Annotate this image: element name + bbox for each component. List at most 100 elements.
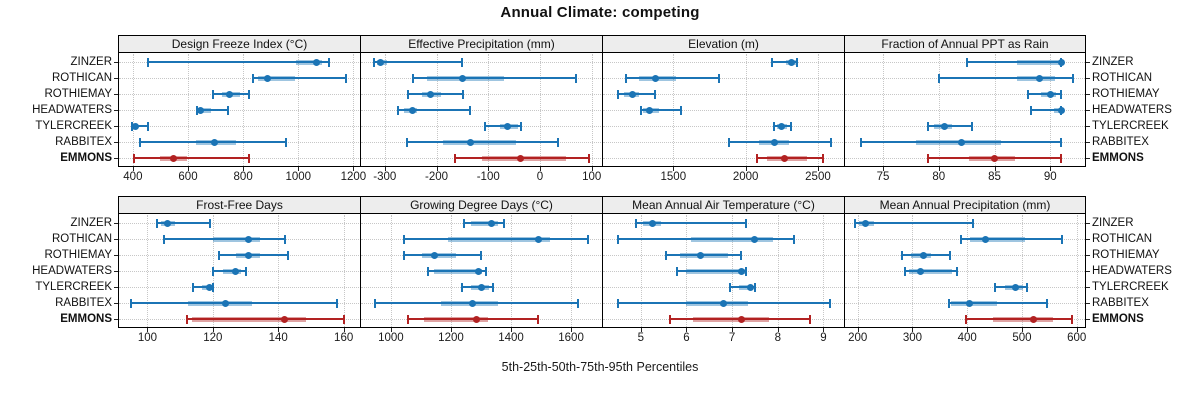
median-dot-rothiemay (919, 251, 927, 259)
whisker-cap-low (130, 121, 133, 131)
x-axis-tick-label: 6 (683, 332, 690, 344)
median-dot-headwaters (409, 106, 417, 114)
row-guide-line (119, 126, 359, 127)
site-label-left-tylercreek: TYLERCREEK (35, 119, 112, 132)
whisker-cap-high (795, 57, 798, 67)
whisker-cap-low (960, 234, 963, 244)
whisker-cap-high (247, 89, 250, 99)
median-dot-zinzer (312, 58, 320, 66)
site-label-left-zinzer: ZINZER (70, 55, 112, 68)
median-dot-emmons (281, 315, 289, 323)
whisker-cap-low (1030, 105, 1033, 115)
whisker-cap-high (717, 73, 720, 83)
panel-strip-fraction-of-annual-ppt-as-rain: Fraction of Annual PPT as Rain (844, 35, 1086, 53)
x-axis-tick-label: 140 (268, 332, 288, 344)
x-axis-tick-label: 1400 (498, 332, 524, 344)
whisker-cap-high (808, 314, 811, 324)
x-axis-tick (817, 167, 819, 171)
whisker-cap-high (654, 89, 657, 99)
x-axis-tick-label: 8 (774, 332, 781, 344)
whisker-cap-high (790, 121, 793, 131)
range-line-rothican (617, 238, 794, 240)
y-axis-tick-left (114, 271, 118, 272)
panel-title: Mean Annual Precipitation (mm) (879, 198, 1051, 212)
whisker-cap-high (342, 314, 345, 324)
site-label-right-tylercreek: TYLERCREEK (1092, 119, 1169, 132)
x-axis-tick (384, 167, 386, 171)
median-dot-headwaters (474, 267, 482, 275)
whisker-cap-high (226, 105, 229, 115)
range-line-rothiemay (617, 93, 656, 95)
whisker-cap-high (327, 57, 330, 67)
site-label-left-rothiemay: ROTHIEMAY (44, 87, 112, 100)
median-dot-rothiemay (696, 251, 704, 259)
median-dot-tylercreek (746, 283, 754, 291)
whisker-cap-low (1027, 89, 1029, 99)
panel-strip-effective-precipitation-mm: Effective Precipitation (mm) (360, 35, 602, 53)
whisker-cap-low (635, 218, 638, 228)
whisker-cap-low (965, 57, 968, 67)
whisker-cap-high (283, 234, 286, 244)
x-axis-tick (488, 167, 490, 171)
range-line-zinzer (374, 61, 463, 63)
range-line-zinzer (966, 61, 1062, 63)
site-label-right-rabbitex: RABBITEX (1092, 296, 1149, 309)
whisker-cap-high (244, 266, 247, 276)
whisker-cap-low (964, 314, 967, 324)
x-axis-tick-label: 100 (137, 332, 158, 344)
whisker-cap-low (728, 282, 731, 292)
range-line-tylercreek (193, 286, 213, 288)
row-guide-line (845, 271, 1085, 272)
x-axis-tick (745, 167, 747, 171)
whisker-cap-high (480, 250, 482, 260)
range-line-tylercreek (729, 286, 755, 288)
x-axis-tick-label: -200 (425, 171, 449, 183)
site-label-left-rabbitex: RABBITEX (55, 296, 112, 309)
whisker-cap-high (462, 89, 465, 99)
x-axis-tick-label: 7 (728, 332, 736, 344)
x-axis-tick (994, 167, 996, 171)
y-axis-tick-left (114, 319, 118, 320)
whisker-cap-low (616, 89, 619, 99)
iqr-band-rothican (970, 236, 1026, 242)
whisker-cap-low (616, 298, 619, 308)
x-axis-tick-label: 2500 (805, 171, 831, 183)
whisker-cap-low (396, 105, 399, 115)
whisker-cap-high (1071, 73, 1074, 83)
y-axis-tick-left (114, 126, 118, 127)
y-axis-tick-left (114, 223, 118, 224)
x-axis-tick (539, 167, 541, 171)
whisker-cap-high (469, 105, 472, 115)
median-dot-rabbitex (965, 299, 973, 307)
whisker-cap-high (948, 250, 951, 260)
x-axis-tick (967, 328, 969, 332)
x-axis-tick (436, 167, 438, 171)
x-axis-tick (132, 167, 134, 171)
x-axis-tick-label: 600 (1067, 332, 1087, 344)
range-line-headwaters (641, 109, 681, 111)
whisker-cap-low (625, 73, 628, 83)
whisker-cap-high (753, 282, 756, 292)
site-label-right-emmons: EMMONS (1092, 151, 1144, 164)
range-line-rothican (961, 238, 1062, 240)
y-axis-tick-right (1086, 78, 1090, 79)
iqr-band-rothican (258, 75, 296, 81)
y-axis-tick-right (1086, 255, 1090, 256)
median-dot-rothican (458, 74, 466, 82)
median-dot-rothican (1035, 74, 1043, 82)
iqr-band-rabbitex (442, 139, 516, 145)
whisker-cap-low (937, 73, 940, 83)
whisker-cap-low (484, 121, 487, 131)
range-line-tylercreek (131, 125, 149, 127)
x-axis-tick (912, 328, 914, 332)
chart-title: Annual Climate: competing (500, 4, 700, 21)
whisker-cap-high (336, 298, 339, 308)
whisker-cap-low (156, 218, 159, 228)
whisker-cap-low (211, 89, 214, 99)
range-line-tylercreek (485, 125, 521, 127)
x-axis-tick-label: 400 (123, 171, 143, 183)
median-dot-headwaters (645, 106, 653, 114)
median-dot-rabbitex (719, 299, 727, 307)
whisker-cap-low (405, 137, 408, 147)
y-axis-tick-left (114, 255, 118, 256)
